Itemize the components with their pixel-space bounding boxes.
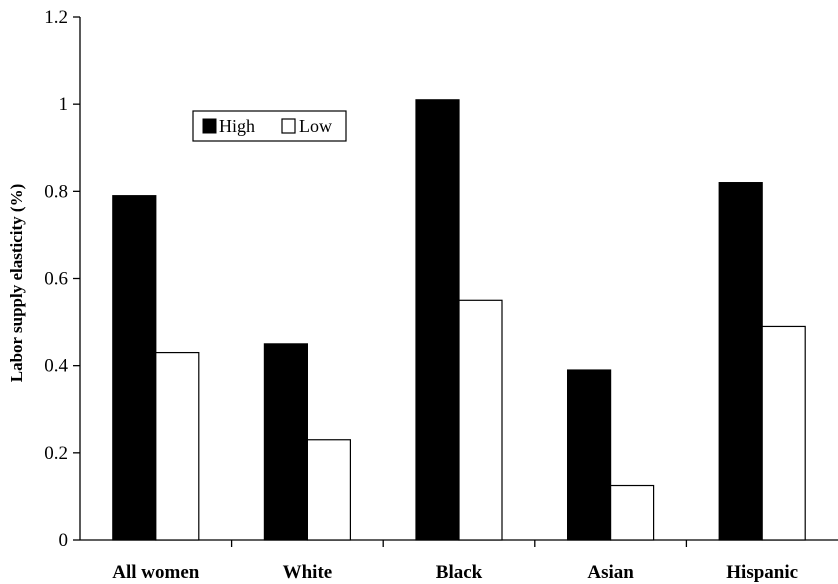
y-tick-label: 0.8	[44, 181, 68, 202]
y-tick-label: 0	[59, 530, 69, 551]
y-axis-label: Labor supply elasticity (%)	[7, 184, 26, 383]
x-category-label: Asian	[587, 562, 634, 583]
bar-high-all-women	[112, 195, 157, 541]
bar-low-black	[458, 299, 503, 541]
bar-low-asian	[609, 484, 655, 541]
legend-box	[192, 110, 347, 142]
y-axis: 0 0.2 0.4 0.6 0.8 1 1.2	[44, 7, 81, 551]
bar-high-hispanic	[718, 182, 763, 541]
bar-high-white	[263, 343, 308, 541]
legend-label-high: High	[219, 116, 255, 136]
bar-high-asian	[566, 369, 612, 541]
y-tick-label: 0.6	[44, 269, 68, 290]
legend: High Low	[192, 110, 347, 142]
bar-low-hispanic	[761, 325, 806, 541]
y-tick-label: 0.2	[44, 443, 68, 464]
legend-swatch-high	[202, 118, 217, 134]
y-tick-label: 1.2	[44, 7, 68, 28]
bar-low-all-women	[155, 351, 200, 541]
bar-high-black	[415, 99, 460, 541]
x-category-label: All women	[112, 562, 200, 583]
legend-swatch-low	[281, 118, 296, 134]
x-category-label: White	[283, 562, 333, 583]
bars	[112, 99, 806, 541]
y-tick-label: 0.4	[44, 356, 68, 377]
y-tick-label: 1	[59, 94, 69, 115]
x-axis: All women White Black Asian Hispanic	[80, 539, 838, 583]
bar-low-white	[306, 439, 351, 541]
legend-label-low: Low	[299, 116, 332, 136]
x-category-label: Hispanic	[726, 562, 798, 583]
x-category-label: Black	[436, 562, 483, 583]
